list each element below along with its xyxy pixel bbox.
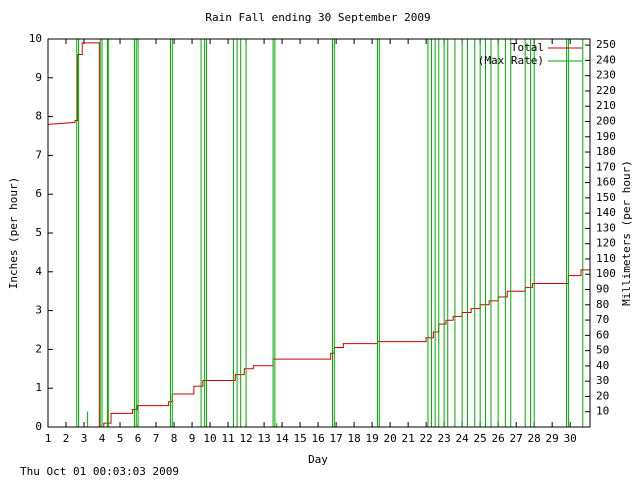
y-axis-label: Inches (per hour) xyxy=(7,177,20,290)
x-tick-label: 30 xyxy=(564,432,577,445)
legend-label: (Max Rate) xyxy=(478,54,544,67)
x-tick-label: 21 xyxy=(402,432,415,445)
y2-tick-label: 230 xyxy=(596,69,616,82)
y-tick-label: 6 xyxy=(35,187,42,200)
y2-tick-label: 80 xyxy=(596,298,609,311)
x-tick-label: 22 xyxy=(420,432,433,445)
y2-axis-label: Millimeters (per hour) xyxy=(620,160,633,306)
y2-tick-label: 10 xyxy=(596,405,609,418)
y2-tick-label: 170 xyxy=(596,160,616,173)
x-tick-label: 24 xyxy=(456,432,470,445)
x-tick-label: 27 xyxy=(510,432,523,445)
y-tick-label: 8 xyxy=(35,110,42,123)
y-tick-label: 5 xyxy=(35,226,42,239)
y-tick-label: 9 xyxy=(35,71,42,84)
x-tick-label: 14 xyxy=(275,432,289,445)
x-tick-label: 23 xyxy=(438,432,451,445)
y2-tick-label: 130 xyxy=(596,221,616,234)
x-tick-label: 3 xyxy=(81,432,88,445)
chart-title: Rain Fall ending 30 September 2009 xyxy=(205,11,430,24)
y-tick-label: 3 xyxy=(35,304,42,317)
y-tick-label: 0 xyxy=(35,420,42,433)
y2-tick-label: 70 xyxy=(596,313,609,326)
x-tick-label: 4 xyxy=(99,432,106,445)
y2-tick-label: 200 xyxy=(596,114,616,127)
x-tick-label: 25 xyxy=(474,432,487,445)
x-tick-label: 6 xyxy=(135,432,142,445)
y2-tick-label: 60 xyxy=(596,328,609,341)
y2-tick-label: 160 xyxy=(596,176,616,189)
x-tick-label: 10 xyxy=(203,432,216,445)
y2-tick-label: 240 xyxy=(596,53,616,66)
x-tick-label: 11 xyxy=(221,432,234,445)
x-tick-label: 9 xyxy=(189,432,196,445)
y-tick-label: 1 xyxy=(35,381,42,394)
y2-tick-label: 20 xyxy=(596,389,609,402)
y2-tick-label: 210 xyxy=(596,99,616,112)
x-tick-label: 26 xyxy=(492,432,505,445)
plot-area xyxy=(48,39,590,427)
x-tick-label: 16 xyxy=(311,432,324,445)
y2-tick-label: 50 xyxy=(596,344,609,357)
y2-tick-label: 220 xyxy=(596,84,616,97)
x-tick-label: 7 xyxy=(153,432,160,445)
y2-tick-label: 40 xyxy=(596,359,609,372)
plot-frame xyxy=(47,38,591,428)
y2-tick-label: 150 xyxy=(596,191,616,204)
x-axis-label: Day xyxy=(308,453,328,466)
y2-tick-label: 190 xyxy=(596,130,616,143)
y-tick-label: 7 xyxy=(35,148,42,161)
x-tick-label: 28 xyxy=(528,432,541,445)
x-tick-label: 13 xyxy=(257,432,270,445)
x-tick-label: 19 xyxy=(365,432,378,445)
y2-tick-label: 100 xyxy=(596,267,616,280)
x-tick-label: 8 xyxy=(171,432,178,445)
y-tick-label: 4 xyxy=(35,265,42,278)
x-tick-label: 17 xyxy=(329,432,342,445)
y2-tick-label: 30 xyxy=(596,374,609,387)
x-tick-label: 15 xyxy=(293,432,306,445)
y2-tick-label: 180 xyxy=(596,145,616,158)
y-tick-label: 10 xyxy=(29,32,42,45)
x-tick-label: 2 xyxy=(63,432,70,445)
x-tick-label: 1 xyxy=(45,432,52,445)
y-tick-label: 2 xyxy=(35,342,42,355)
x-tick-label: 5 xyxy=(117,432,124,445)
x-tick-label: 29 xyxy=(546,432,559,445)
y2-tick-label: 140 xyxy=(596,206,616,219)
y2-tick-label: 120 xyxy=(596,237,616,250)
x-tick-label: 20 xyxy=(384,432,397,445)
legend-label: Total xyxy=(511,41,544,54)
x-tick-label: 18 xyxy=(347,432,360,445)
x-tick-label: 12 xyxy=(239,432,252,445)
y2-tick-label: 250 xyxy=(596,38,616,51)
footer: Thu Oct 01 00:03:03 2009 xyxy=(20,465,179,478)
y2-tick-label: 90 xyxy=(596,283,609,296)
y2-tick-label: 110 xyxy=(596,252,616,265)
